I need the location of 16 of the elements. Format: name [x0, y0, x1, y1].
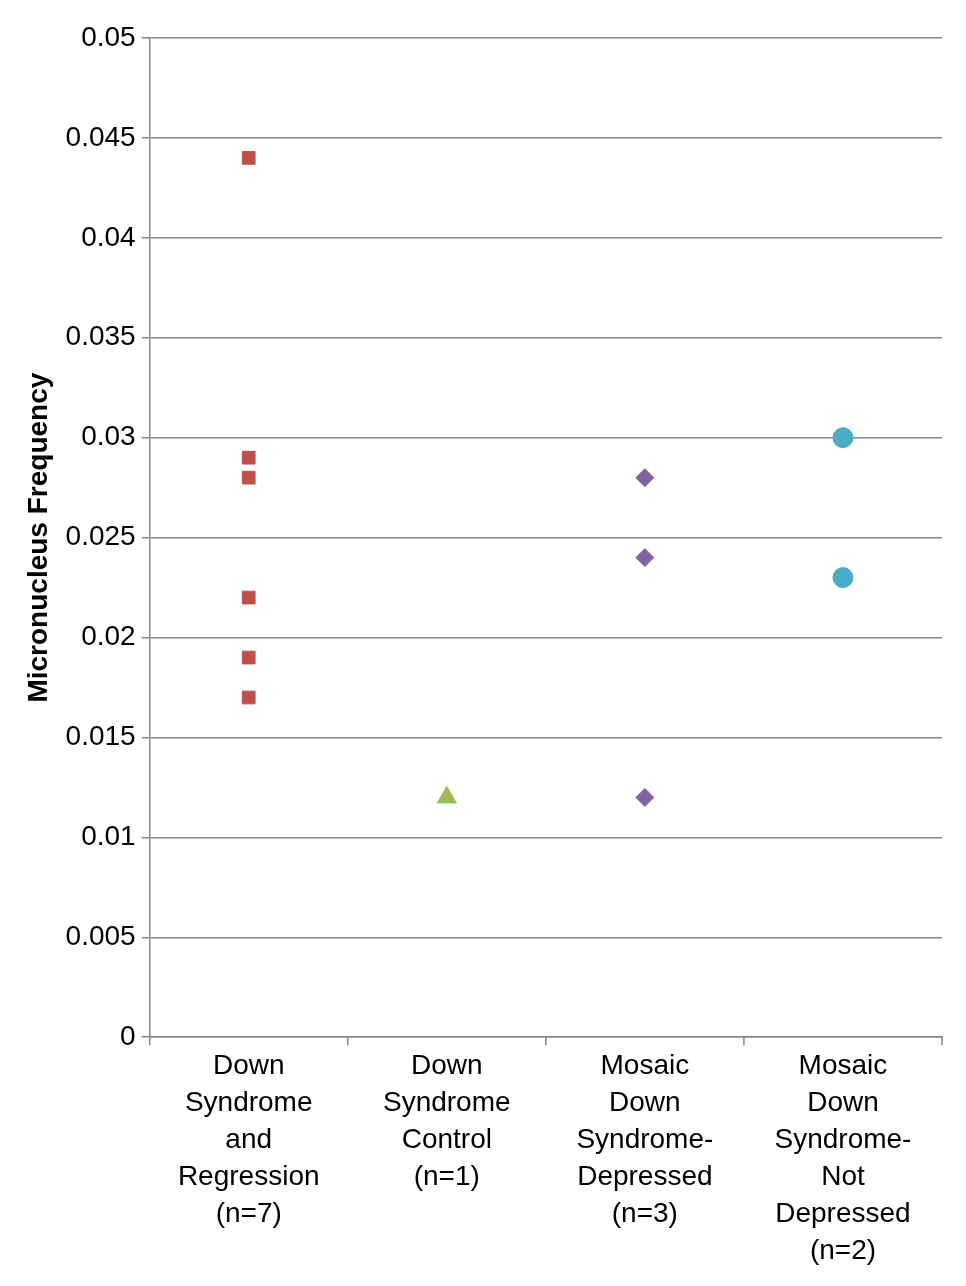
y-tick-label: 0.03	[81, 420, 136, 452]
x-tick-label: Down Syndrome and Regression (n=7)	[177, 1049, 320, 1229]
y-tick-label: 0.005	[65, 920, 136, 952]
y-tick-label: 0	[120, 1019, 136, 1051]
x-tick-label: Mosaic Down Syndrome-Not Depressed (n=2)	[774, 1049, 912, 1266]
y-tick-label: 0.01	[81, 820, 136, 852]
y-tick-label: 0.04	[81, 220, 136, 252]
x-tick-label: Down Syndrome Control (n=1)	[382, 1049, 511, 1192]
y-tick-label: 0.02	[81, 620, 136, 652]
y-tick-label: 0.015	[65, 720, 136, 752]
y-axis-title: Micronucleus Frequency	[21, 372, 53, 703]
x-tick-label: Mosaic Down Syndrome-Depressed (n=3)	[576, 1049, 714, 1229]
y-tick-label: 0.025	[65, 520, 136, 552]
y-tick-label: 0.035	[65, 320, 136, 352]
y-tick-label: 0.05	[81, 20, 136, 52]
y-tick-label: 0.045	[65, 120, 136, 152]
